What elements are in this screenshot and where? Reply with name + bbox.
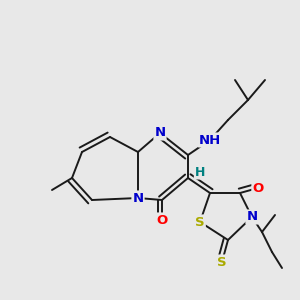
- Text: S: S: [217, 256, 227, 268]
- Text: O: O: [252, 182, 264, 194]
- Text: NH: NH: [199, 134, 221, 146]
- Text: N: N: [132, 191, 144, 205]
- Text: N: N: [154, 127, 166, 140]
- Text: N: N: [246, 211, 258, 224]
- Text: S: S: [195, 215, 205, 229]
- Text: H: H: [195, 166, 205, 178]
- Text: O: O: [156, 214, 168, 226]
